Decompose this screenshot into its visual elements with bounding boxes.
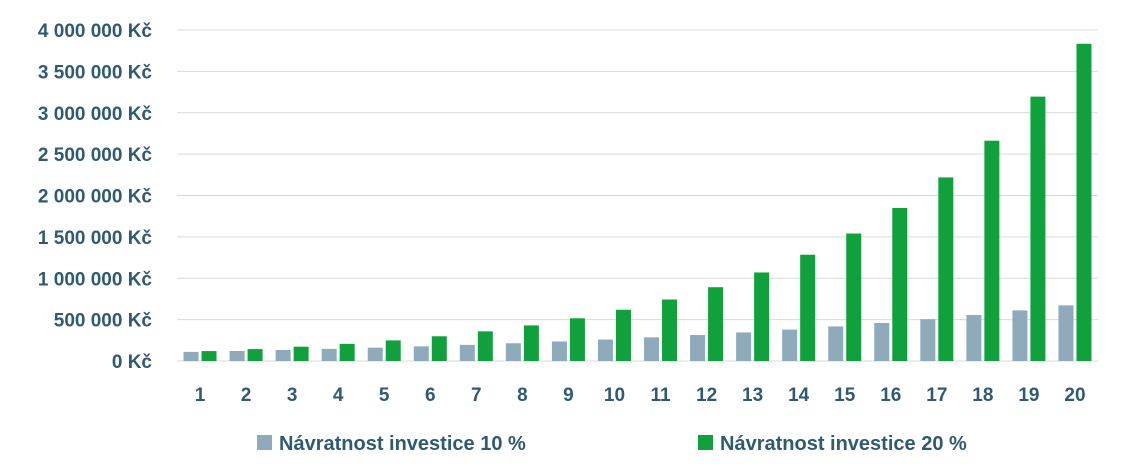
bar-series-1-year-10 (597, 339, 613, 361)
bar-series-1-year-11 (644, 337, 660, 361)
bar-series-1-year-3 (275, 349, 291, 361)
x-tick-label: 18 (972, 385, 993, 406)
bar-series-2-year-11 (662, 299, 678, 361)
bar-series-2-year-6 (431, 336, 447, 361)
legend: Návratnost investice 10 % Návratnost inve… (257, 433, 967, 455)
x-tick-label: 19 (1018, 385, 1039, 406)
bar-series-2-year-12 (708, 287, 724, 361)
bar-series-2-year-2 (247, 349, 263, 361)
bar-series-2-year-8 (523, 325, 539, 361)
x-tick-label: 16 (880, 385, 901, 406)
legend-swatch-series-1 (257, 435, 272, 450)
bar-series-1-year-17 (920, 319, 936, 361)
x-tick-label: 3 (287, 385, 298, 406)
gridlines (177, 29, 1098, 362)
y-tick-label: 3 000 000 Kč (38, 104, 153, 125)
y-tick-label: 4 000 000 Kč (38, 21, 153, 42)
x-tick-label: 20 (1064, 385, 1085, 406)
bar-series-1-year-5 (367, 347, 383, 361)
x-tick-label: 8 (517, 385, 528, 406)
legend-label-series-1: Návratnost investice 10 % (279, 433, 526, 455)
bar-series-1-year-4 (321, 348, 337, 361)
bar-series-1-year-15 (828, 326, 844, 361)
legend-swatch-series-2 (698, 435, 713, 450)
bar-series-1-year-20 (1058, 305, 1074, 361)
bar-series-1-year-14 (782, 329, 798, 361)
y-tick-label: 3 500 000 Kč (38, 62, 153, 83)
bar-series-2-year-13 (754, 272, 770, 361)
bar-series-2-year-4 (339, 343, 355, 361)
bar-series-2-year-10 (615, 309, 631, 361)
x-tick-label: 12 (696, 385, 717, 406)
x-tick-label: 17 (926, 385, 947, 406)
bar-series-2-year-9 (569, 318, 585, 361)
y-tick-label: 0 Kč (112, 352, 153, 373)
y-tick-label: 1 000 000 Kč (38, 269, 153, 290)
bar-series-1-year-2 (229, 350, 245, 361)
x-tick-label: 13 (742, 385, 763, 406)
x-tick-label: 4 (333, 385, 344, 406)
y-tick-label: 1 500 000 Kč (38, 228, 153, 249)
x-tick-label: 15 (834, 385, 856, 406)
x-tick-label: 1 (195, 385, 206, 406)
bar-series-2-year-3 (293, 346, 309, 361)
bar-series-1-year-18 (966, 314, 982, 361)
bar-series-2-year-7 (477, 331, 493, 361)
bar-series-2-year-5 (385, 340, 401, 361)
bar-series-1-year-13 (736, 332, 752, 361)
bar-series-2-year-20 (1076, 43, 1092, 362)
x-tick-label: 5 (379, 385, 390, 406)
x-tick-label: 7 (471, 385, 482, 406)
bar-series-1-year-8 (505, 343, 521, 361)
bar-series-2-year-16 (892, 208, 908, 361)
x-tick-label: 2 (241, 385, 252, 406)
x-tick-label: 10 (604, 385, 625, 406)
y-tick-label: 500 000 Kč (54, 311, 153, 332)
bar-series-1-year-1 (183, 351, 199, 361)
y-tick-label: 2 500 000 Kč (38, 145, 153, 166)
bar-series-1-year-19 (1012, 310, 1028, 361)
bar-series-2-year-15 (846, 233, 862, 361)
y-tick-label: 2 000 000 Kč (38, 187, 153, 208)
x-tick-label: 14 (788, 385, 810, 406)
legend-label-series-2: Návratnost investice 20 % (720, 433, 967, 455)
bar-series-1-year-9 (551, 341, 567, 361)
bar-series-2-year-1 (201, 351, 217, 361)
x-axis-tick-labels: 1 2 3 4 5 6 7 8 9 10 11 12 13 14 15 16 17 18 19 20 (195, 385, 1086, 406)
bar-series-2-year-19 (1030, 96, 1046, 361)
bar-series-1-year-7 (459, 344, 475, 361)
bar-series-1-year-6 (413, 346, 429, 361)
y-axis-tick-labels: 0 Kč 500 000 Kč 1 000 000 Kč 1 500 000 Kč 2 … (38, 21, 153, 373)
x-tick-label: 9 (563, 385, 574, 406)
bar-series-1-year-12 (690, 335, 706, 361)
bars (183, 43, 1092, 362)
bar-series-1-year-16 (874, 322, 890, 361)
x-tick-label: 11 (650, 385, 671, 406)
bar-series-2-year-18 (984, 140, 1000, 361)
bar-series-2-year-17 (938, 177, 954, 361)
bar-series-2-year-14 (800, 254, 816, 361)
x-tick-label: 6 (425, 385, 436, 406)
